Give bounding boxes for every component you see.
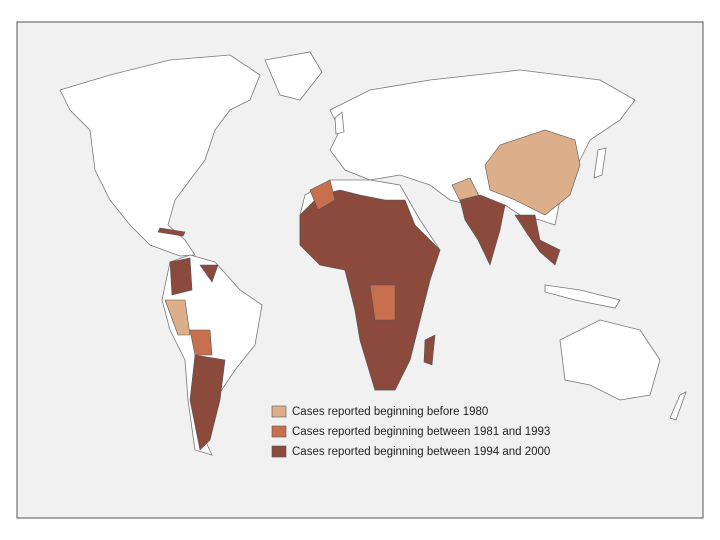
new-zealand <box>669 391 687 421</box>
legend: Cases reported beginning before 1980 Case… <box>271 405 550 458</box>
legend-swatch <box>271 405 287 418</box>
southeast-asia-region <box>514 214 561 266</box>
guiana-region <box>199 264 219 283</box>
legend-label: Cases reported beginning before 1980 <box>292 406 488 418</box>
madagascar-region <box>423 334 436 366</box>
legend-label: Cases reported beginning between 1994 an… <box>292 446 550 458</box>
uk <box>334 111 345 135</box>
congo-region <box>369 284 396 321</box>
bolivia-region <box>189 329 213 356</box>
peru-region <box>164 299 191 336</box>
legend-swatch <box>271 425 287 438</box>
north-america <box>59 54 261 257</box>
argentina-region <box>189 354 226 451</box>
indonesia <box>544 284 621 309</box>
colombia-region <box>169 257 193 296</box>
legend-swatch <box>271 445 287 458</box>
india-region <box>459 194 506 266</box>
china-region <box>484 129 581 216</box>
morocco-region <box>309 179 336 211</box>
world-map <box>59 51 687 456</box>
cuba-region <box>157 227 186 237</box>
legend-label: Cases reported beginning between 1981 an… <box>292 426 550 438</box>
greenland <box>264 51 323 101</box>
africa-region <box>299 189 441 391</box>
japan <box>593 147 607 179</box>
australia <box>559 319 661 401</box>
